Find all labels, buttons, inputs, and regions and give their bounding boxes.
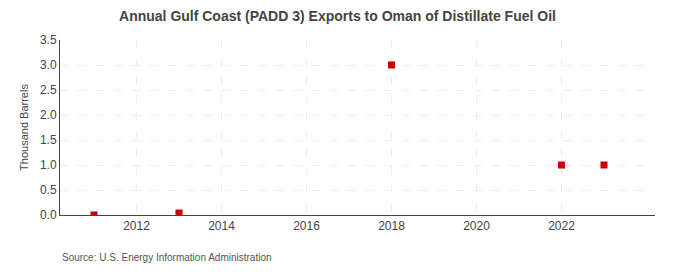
- svg-text:2.0: 2.0: [40, 108, 57, 122]
- svg-text:Thousand Barrels: Thousand Barrels: [18, 84, 30, 171]
- svg-text:0.5: 0.5: [40, 183, 57, 197]
- svg-text:1.5: 1.5: [40, 133, 57, 147]
- svg-text:Source: U.S. Energy Informatio: Source: U.S. Energy Information Administ…: [62, 252, 272, 263]
- svg-text:0.0: 0.0: [40, 208, 57, 222]
- svg-text:2014: 2014: [208, 219, 235, 233]
- svg-text:2016: 2016: [293, 219, 320, 233]
- svg-text:2012: 2012: [123, 219, 150, 233]
- svg-text:2020: 2020: [463, 219, 490, 233]
- svg-text:Annual Gulf Coast (PADD 3) Exp: Annual Gulf Coast (PADD 3) Exports to Om…: [119, 8, 556, 24]
- svg-text:3.5: 3.5: [40, 33, 57, 47]
- svg-text:2022: 2022: [548, 219, 575, 233]
- svg-text:2018: 2018: [378, 219, 405, 233]
- svg-text:2.5: 2.5: [40, 83, 57, 97]
- svg-text:1.0: 1.0: [40, 158, 57, 172]
- svg-text:3.0: 3.0: [40, 58, 57, 72]
